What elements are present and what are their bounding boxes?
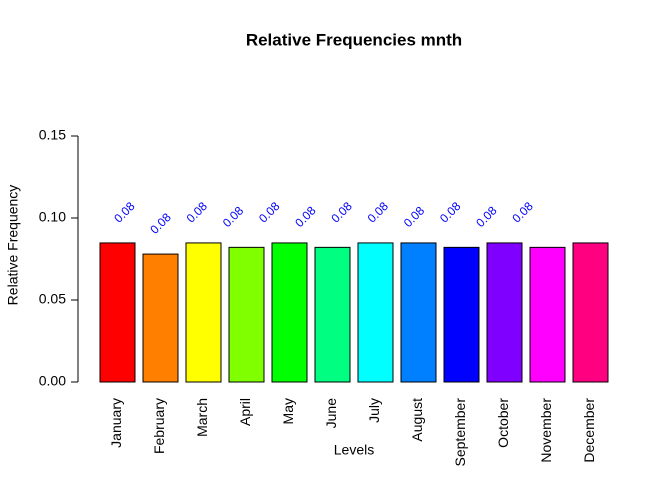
value-label: 0.08 [292, 203, 319, 230]
value-label: 0.08 [437, 199, 464, 226]
bar [443, 246, 480, 383]
bar [486, 242, 523, 383]
bar [142, 253, 179, 383]
value-label: 0.08 [401, 203, 428, 230]
value-label: 0.08 [147, 210, 174, 237]
value-label: 0.08 [220, 203, 247, 230]
y-tick-label: 0.00 [39, 373, 66, 389]
bar [314, 246, 351, 383]
x-tick-label: April [237, 398, 253, 426]
value-label: 0.08 [365, 199, 392, 226]
value-label: 0.08 [184, 199, 211, 226]
x-tick-label: December [581, 398, 597, 463]
x-tick-label: November [538, 398, 554, 463]
bar [271, 242, 308, 383]
bar [400, 242, 437, 383]
value-label: 0.08 [509, 199, 536, 226]
y-tick-label: 0.05 [39, 291, 66, 307]
x-tick-label: June [323, 398, 339, 429]
bar [228, 246, 265, 383]
bar [99, 242, 136, 383]
y-tick-label: 0.15 [39, 127, 66, 143]
y-tick-label: 0.10 [39, 209, 66, 225]
x-tick-label: July [366, 398, 382, 423]
x-tick-label: February [151, 398, 167, 454]
x-axis-label: Levels [334, 442, 374, 458]
x-tick-label: March [194, 398, 210, 437]
x-tick-label: October [495, 398, 511, 448]
y-axis-label: Relative Frequency [5, 185, 21, 306]
value-label: 0.08 [256, 199, 283, 226]
x-tick-label: August [409, 398, 425, 442]
value-label: 0.08 [328, 199, 355, 226]
bar [185, 242, 222, 383]
x-tick-label: September [452, 398, 468, 467]
x-tick-label: January [108, 398, 124, 448]
value-label: 0.08 [111, 199, 138, 226]
bar [357, 242, 394, 383]
bar [529, 246, 566, 383]
x-tick-label: May [280, 398, 296, 424]
value-label: 0.08 [473, 203, 500, 230]
chart-title: Relative Frequencies mnth [246, 30, 462, 49]
bar [572, 242, 609, 383]
